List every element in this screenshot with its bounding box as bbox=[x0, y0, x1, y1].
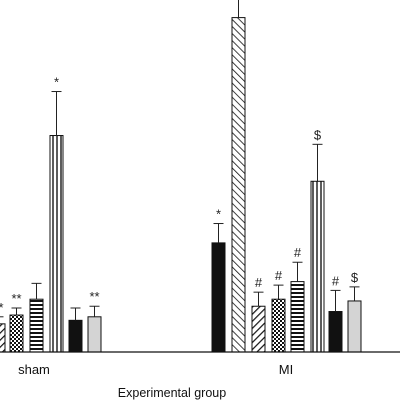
bar-sham-5 bbox=[68, 319, 83, 353]
bar-mi-1 bbox=[231, 17, 246, 353]
bar-mi-2 bbox=[251, 305, 266, 353]
significance-label-sham-4: * bbox=[54, 75, 59, 90]
significance-label-sham-2: ** bbox=[11, 291, 21, 306]
bar-sham-6 bbox=[87, 316, 102, 353]
bar-sham-3 bbox=[29, 298, 44, 353]
significance-label-mi-0: * bbox=[216, 207, 221, 222]
bar-mi-7 bbox=[347, 300, 362, 353]
tick-label-sham: sham bbox=[18, 362, 50, 377]
bar-mi-3 bbox=[271, 298, 286, 353]
significance-label-mi-5: $ bbox=[314, 127, 322, 142]
bar-sham-2 bbox=[9, 314, 24, 353]
bar-mi-6 bbox=[328, 311, 343, 353]
bar-sham-4 bbox=[49, 135, 64, 353]
bars-layer: ********####$#$ bbox=[0, 0, 362, 353]
significance-label-mi-2: # bbox=[255, 275, 263, 290]
bar-mi-0 bbox=[211, 242, 226, 353]
x-axis-title: Experimental group bbox=[118, 386, 226, 400]
significance-label-mi-3: # bbox=[275, 268, 283, 283]
significance-label-mi-7: $ bbox=[351, 270, 359, 285]
bar-sham-1 bbox=[0, 323, 6, 353]
significance-label-sham-6: ** bbox=[89, 289, 99, 304]
significance-label-mi-6: # bbox=[332, 273, 340, 288]
significance-label-mi-4: # bbox=[294, 245, 302, 260]
bar-mi-4 bbox=[290, 281, 305, 353]
bar-mi-5 bbox=[310, 180, 325, 353]
tick-label-mi: MI bbox=[279, 362, 293, 377]
significance-label-sham-1: ** bbox=[0, 300, 4, 315]
